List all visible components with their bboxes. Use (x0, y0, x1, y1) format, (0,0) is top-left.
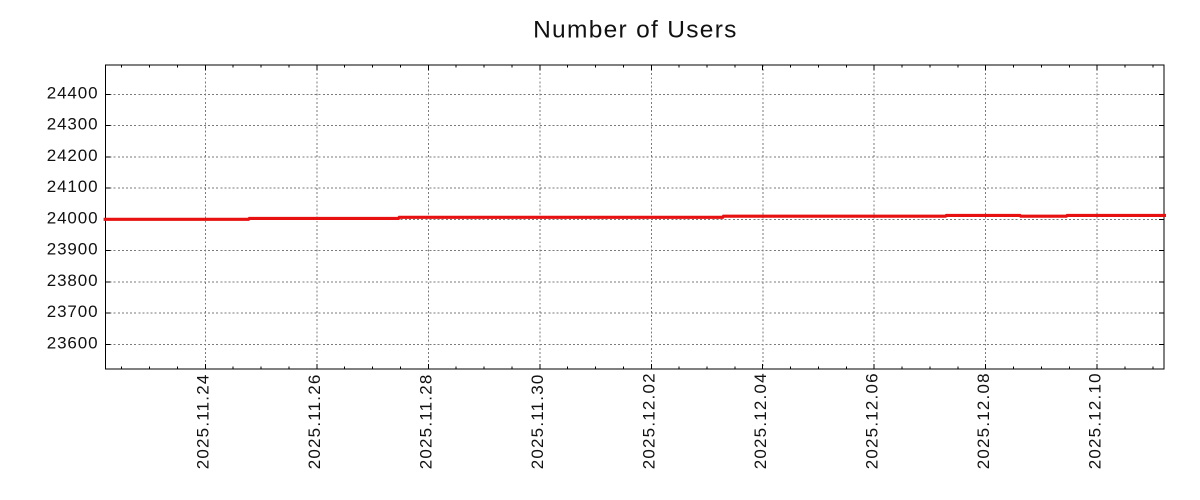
svg-text:23700: 23700 (47, 302, 99, 321)
svg-text:2025.11.26: 2025.11.26 (305, 373, 324, 469)
svg-text:2025.12.10: 2025.12.10 (1085, 372, 1104, 469)
svg-text:23600: 23600 (47, 334, 99, 353)
svg-text:24000: 24000 (47, 208, 99, 227)
svg-text:2025.11.28: 2025.11.28 (417, 373, 436, 469)
svg-text:24300: 24300 (47, 115, 99, 134)
svg-text:23800: 23800 (47, 271, 99, 290)
svg-text:2025.11.30: 2025.11.30 (528, 373, 547, 469)
svg-text:2025.11.24: 2025.11.24 (194, 373, 213, 469)
svg-text:2025.12.04: 2025.12.04 (751, 372, 770, 469)
svg-text:2025.12.02: 2025.12.02 (640, 372, 659, 469)
svg-text:24200: 24200 (47, 146, 99, 165)
svg-text:2025.12.06: 2025.12.06 (862, 372, 881, 469)
svg-text:Number of Users: Number of Users (533, 17, 738, 44)
svg-text:24400: 24400 (47, 83, 99, 102)
svg-text:24100: 24100 (47, 177, 99, 196)
svg-text:23900: 23900 (47, 240, 99, 259)
svg-text:2025.12.08: 2025.12.08 (974, 372, 993, 469)
